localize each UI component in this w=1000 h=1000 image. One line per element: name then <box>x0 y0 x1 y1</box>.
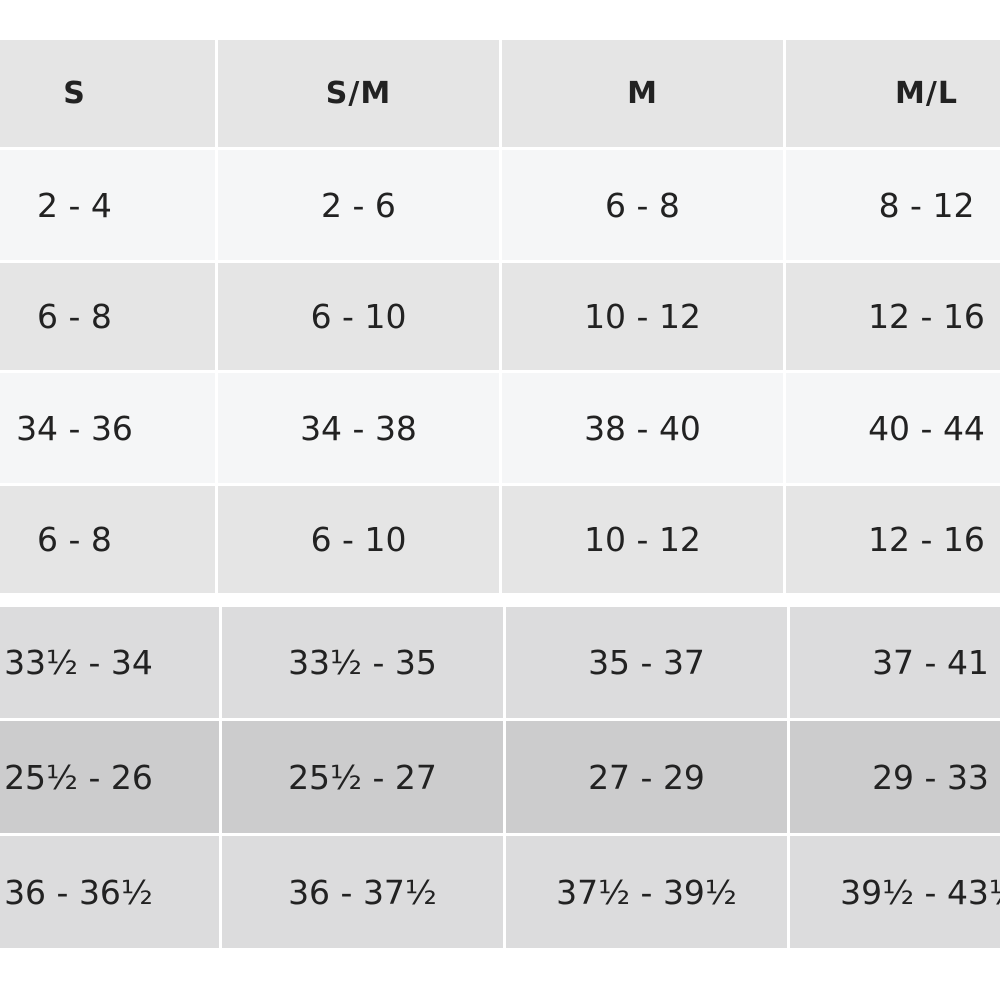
table-cell: 6 - 8 <box>0 486 215 593</box>
table-cell: 40 - 44 <box>786 373 1000 483</box>
table-cell: 12 - 16 <box>786 263 1000 370</box>
table-cell: 6 - 10 <box>218 263 499 370</box>
table-cell: 6 - 10 <box>218 486 499 593</box>
header-cell: M/L <box>786 40 1000 147</box>
header-cell: S/M <box>218 40 499 147</box>
table-cell: 6 - 8 <box>0 263 215 370</box>
table-cell: 33½ - 35 <box>222 607 503 718</box>
header-cell: M <box>502 40 783 147</box>
table-cell: 34 - 38 <box>218 373 499 483</box>
table-cell: 2 - 6 <box>218 150 499 260</box>
table-cell: 25½ - 26 <box>0 721 219 833</box>
table-cell: 29 - 33 <box>790 721 1000 833</box>
table-cell: 8 - 12 <box>786 150 1000 260</box>
table-cell: 34 - 36 <box>0 373 215 483</box>
table-cell: 37½ - 39½ <box>506 836 787 948</box>
table-cell: 27 - 29 <box>506 721 787 833</box>
header-cell: S <box>0 40 215 147</box>
table-cell: 10 - 12 <box>502 486 783 593</box>
table-cell: 37 - 41 <box>790 607 1000 718</box>
table-cell: 10 - 12 <box>502 263 783 370</box>
table-cell: 33½ - 34 <box>0 607 219 718</box>
table-cell: 12 - 16 <box>786 486 1000 593</box>
table-cell: 2 - 4 <box>0 150 215 260</box>
table-cell: 38 - 40 <box>502 373 783 483</box>
table-cell: 39½ - 43½ <box>790 836 1000 948</box>
table-cell: 6 - 8 <box>502 150 783 260</box>
table-cell: 25½ - 27 <box>222 721 503 833</box>
table-cell: 35 - 37 <box>506 607 787 718</box>
table-cell: 36 - 37½ <box>222 836 503 948</box>
table-cell: 36 - 36½ <box>0 836 219 948</box>
